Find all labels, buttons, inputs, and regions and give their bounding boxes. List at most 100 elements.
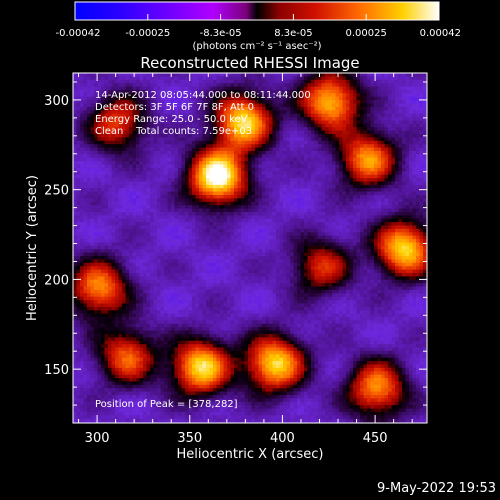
heatmap-cell [244, 174, 249, 179]
heatmap-cell [90, 218, 95, 223]
heatmap-cell [293, 140, 298, 145]
heatmap-cell [178, 164, 182, 169]
heatmap-cell [405, 171, 410, 176]
heatmap-cell [202, 201, 207, 206]
heatmap-cell [265, 167, 270, 172]
heatmap-cell [412, 195, 417, 199]
heatmap-cell [101, 144, 105, 149]
heatmap-cell [227, 106, 231, 111]
heatmap-cell [262, 86, 266, 91]
heatmap-cell [335, 178, 340, 182]
heatmap-cell [377, 188, 382, 193]
heatmap-cell [367, 127, 371, 132]
heatmap-cell [216, 212, 221, 216]
heatmap-cell [360, 167, 364, 172]
heatmap-cell [167, 164, 172, 169]
heatmap-cell [213, 120, 217, 125]
heatmap-cell [188, 140, 193, 145]
heatmap-cell [328, 137, 333, 142]
heatmap-cell [402, 76, 406, 81]
heatmap-cell [213, 89, 217, 94]
heatmap-cell [276, 86, 280, 91]
heatmap-cell [321, 130, 326, 135]
heatmap-cell [255, 151, 259, 155]
heatmap-cell [122, 151, 126, 155]
heatmap-cell [300, 191, 305, 196]
heatmap-cell [402, 83, 406, 88]
heatmap-cell [311, 120, 315, 125]
heatmap-cell [237, 137, 242, 142]
heatmap-cell [125, 73, 130, 77]
heatmap-cell [195, 123, 200, 128]
heatmap-cell [125, 79, 130, 84]
heatmap-cell [353, 205, 357, 210]
heatmap-cell [377, 117, 382, 121]
heatmap-cell [230, 83, 235, 88]
heatmap-cell [395, 86, 399, 91]
heatmap-cell [419, 140, 424, 145]
heatmap-cell [402, 215, 406, 220]
heatmap-cell [307, 89, 312, 94]
heatmap-cell [262, 171, 266, 176]
heatmap-cell [286, 79, 291, 84]
heatmap-cell [346, 100, 350, 104]
heatmap-cell [370, 208, 375, 213]
heatmap-cell [87, 181, 91, 186]
heatmap-cell [76, 83, 81, 88]
heatmap-cell [269, 218, 273, 223]
heatmap-cell [101, 164, 105, 169]
heatmap-cell [356, 218, 361, 223]
heatmap-cell [76, 140, 81, 145]
heatmap-cell [94, 198, 98, 203]
heatmap-cell [339, 83, 343, 88]
heatmap-cell [206, 191, 210, 196]
heatmap-cell [353, 164, 357, 169]
heatmap-cell [377, 174, 382, 179]
heatmap-cell [402, 79, 406, 84]
heatmap-cell [136, 96, 140, 101]
heatmap-cell [276, 198, 280, 203]
heatmap-cell [129, 120, 133, 125]
heatmap-cell [370, 106, 375, 111]
heatmap-cell [356, 83, 361, 88]
heatmap-cell [83, 225, 88, 230]
heatmap-cell [195, 171, 200, 176]
heatmap-cell [230, 96, 235, 101]
heatmap-cell [262, 96, 266, 101]
heatmap-cell [248, 127, 252, 132]
heatmap-cell [367, 191, 371, 196]
heatmap-cell [381, 86, 385, 91]
heatmap-cell [395, 232, 399, 237]
heatmap-cell [367, 89, 371, 94]
heatmap-cell [97, 171, 102, 176]
heatmap-cell [213, 83, 217, 88]
heatmap-cell [132, 198, 137, 203]
heatmap-cell [136, 154, 140, 159]
heatmap-cell [419, 164, 424, 169]
heatmap-cell [234, 110, 238, 115]
heatmap-cell [220, 218, 224, 223]
heatmap-cell [104, 212, 109, 216]
heatmap-cell [87, 188, 91, 193]
heatmap-cell [286, 178, 291, 182]
heatmap-cell [353, 134, 357, 138]
heatmap-cell [111, 161, 116, 165]
heatmap-cell [423, 167, 427, 172]
heatmap-cell [80, 215, 84, 220]
heatmap-cell [367, 188, 371, 193]
heatmap-cell [181, 195, 186, 199]
heatmap-cell [241, 208, 245, 213]
heatmap-cell [230, 164, 235, 169]
heatmap-cell [139, 188, 144, 193]
heatmap-cell [328, 73, 333, 77]
heatmap-cell [213, 198, 217, 203]
heatmap-cell [111, 235, 116, 240]
heatmap-cell [115, 225, 119, 230]
heatmap-cell [153, 120, 158, 125]
heatmap-cell [262, 113, 266, 118]
heatmap-cell [213, 103, 217, 108]
heatmap-cell [150, 73, 154, 77]
heatmap-cell [146, 100, 151, 104]
heatmap-cell [167, 157, 172, 162]
heatmap-cell [395, 228, 399, 233]
